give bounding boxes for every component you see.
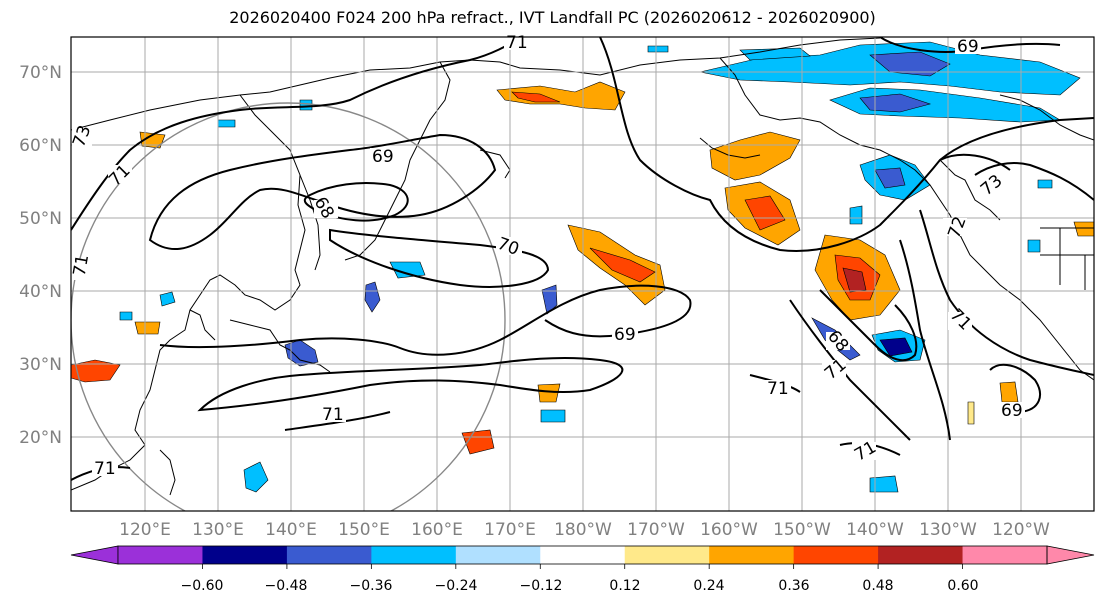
lon-label: 170°E [484, 520, 536, 540]
colorbar-segment [709, 546, 795, 564]
colorbar-segment [624, 546, 710, 564]
colorbar-segment [118, 546, 203, 564]
negative-patch [540, 409, 566, 423]
lon-label: 120°W [992, 520, 1050, 540]
contour-label: 71 [767, 379, 789, 399]
negative-patch [364, 281, 381, 313]
lat-label: 20°N [19, 428, 62, 448]
lat-label: 60°N [19, 136, 62, 156]
contour-label: 71 [506, 33, 528, 53]
negative-patch [647, 45, 669, 53]
negative-patch [869, 475, 899, 493]
lon-label: 140°E [265, 520, 317, 540]
colorbar-segment [878, 546, 964, 564]
negative-patch [159, 291, 176, 307]
shaded-anomaly-field [71, 41, 1094, 493]
contour-label: 71 [70, 253, 93, 278]
negative-patch [299, 99, 313, 111]
range-circle [71, 102, 506, 511]
colorbar [70, 545, 1095, 569]
colorbar-tick-label: −0.36 [350, 578, 393, 594]
colorbar-tick-label: 0.60 [947, 578, 978, 594]
colorbar-tick-label: −0.24 [435, 578, 478, 594]
lon-label: 150°E [338, 520, 390, 540]
colorbar-segment [962, 546, 1048, 564]
contour-label: 69 [1001, 401, 1023, 421]
colorbar-tick-label: −0.48 [265, 578, 308, 594]
colorbar-tick-label: 0.24 [693, 578, 724, 594]
colorbar-tick-label: −0.60 [181, 578, 224, 594]
negative-patch [243, 461, 269, 493]
map-frame [70, 36, 1095, 512]
positive-patch [744, 195, 786, 231]
negative-patch [541, 284, 558, 315]
lon-label: 130°E [192, 520, 244, 540]
map-title: 2026020400 F024 200 hPa refract., IVT La… [229, 8, 876, 27]
contour-label: 71 [94, 459, 116, 479]
negative-patch [849, 205, 863, 225]
colorbar-segment [202, 546, 288, 564]
negative-patch [859, 93, 932, 113]
contour-label: 69 [614, 325, 636, 345]
colorbar-segment [793, 546, 879, 564]
latitude-labels: 70°N 60°N 50°N 40°N 30°N 20°N [19, 63, 62, 448]
negative-patch [119, 311, 133, 321]
colorbar-tick-labels: −0.60 −0.48 −0.36 −0.24 −0.12 0.12 0.24 … [181, 578, 979, 594]
colorbar-extend-low [70, 545, 119, 565]
refractivity-contours [71, 37, 1094, 481]
lat-label: 30°N [19, 355, 62, 375]
negative-patch [217, 119, 236, 128]
negative-patch [1027, 239, 1041, 253]
positive-patch [967, 401, 975, 425]
lat-label: 50°N [19, 209, 62, 229]
positive-patch [589, 247, 656, 283]
lon-label: 170°W [627, 520, 685, 540]
lon-label: 160°W [700, 520, 758, 540]
negative-patch [879, 337, 913, 357]
positive-patch [461, 429, 495, 455]
lon-label: 180°W [554, 520, 612, 540]
negative-patch [874, 167, 906, 189]
colorbar-tick-label: 0.12 [609, 578, 640, 594]
lat-label: 70°N [19, 63, 62, 83]
contour-label: 69 [957, 37, 979, 57]
colorbar-segment [371, 546, 457, 564]
lat-label: 40°N [19, 282, 62, 302]
negative-patch [1037, 179, 1053, 189]
lon-label: 150°W [773, 520, 831, 540]
positive-patch [134, 321, 161, 335]
colorbar-segment [540, 546, 626, 564]
lon-label: 140°W [846, 520, 904, 540]
positive-patch [537, 383, 561, 403]
negative-patch [869, 51, 951, 77]
positive-patch [496, 81, 626, 111]
positive-patch [511, 91, 561, 103]
positive-patch [71, 359, 121, 383]
contour-label: 71 [322, 405, 344, 425]
negative-patch [389, 261, 426, 279]
colorbar-extend-high [1046, 545, 1095, 565]
positive-patch [1073, 221, 1094, 237]
positive-patch [842, 267, 867, 293]
contour-label: 69 [372, 147, 394, 167]
colorbar-tick-label: 0.48 [862, 578, 893, 594]
lon-label: 160°E [411, 520, 463, 540]
lon-label: 130°W [919, 520, 977, 540]
colorbar-tick-label: 0.36 [778, 578, 809, 594]
gridlines [71, 37, 1094, 511]
longitude-labels: 120°E 130°E 140°E 150°E 160°E 170°E 180°… [119, 520, 1050, 540]
lon-label: 120°E [119, 520, 171, 540]
colorbar-tick-label: −0.12 [520, 578, 563, 594]
positive-patch [999, 381, 1019, 403]
colorbar-outline [117, 545, 1048, 565]
colorbar-segment [286, 546, 372, 564]
colorbar-segment [455, 546, 541, 564]
